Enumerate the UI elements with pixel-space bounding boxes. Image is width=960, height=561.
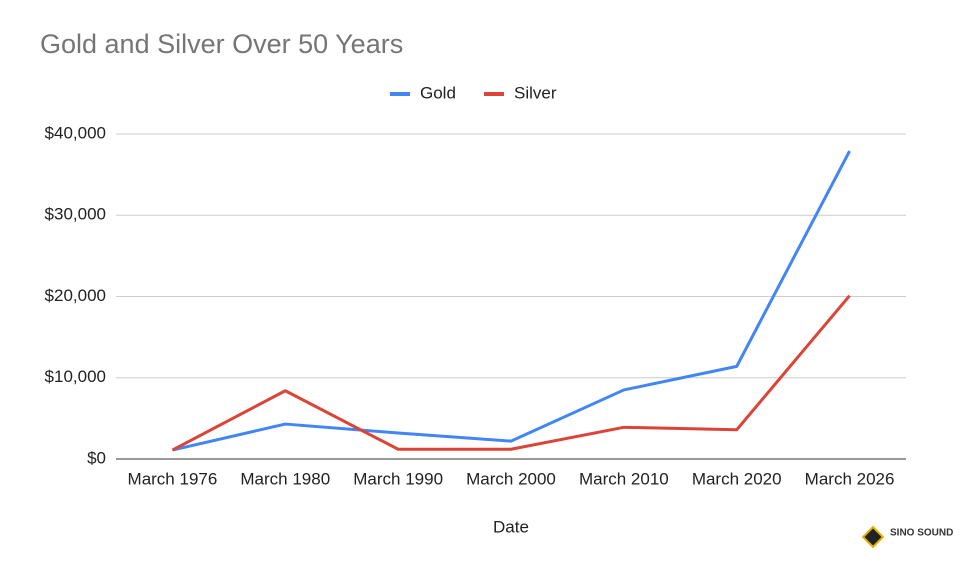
logo-icon [861, 525, 885, 549]
x-tick-label: March 1990 [353, 469, 443, 488]
watermark-text: SINO SOUND [890, 528, 953, 539]
x-tick-label: March 2010 [579, 469, 669, 488]
x-tick-label: March 2020 [692, 469, 782, 488]
y-tick-label: $10,000 [45, 367, 106, 386]
y-tick-label: $30,000 [45, 205, 106, 224]
x-tick-label: March 1980 [240, 469, 330, 488]
legend-label: Gold [420, 83, 456, 102]
x-tick-label: March 2026 [805, 469, 895, 488]
x-tick-label: March 1976 [128, 469, 218, 488]
x-axis-label: Date [493, 517, 529, 536]
series-line [172, 150, 851, 452]
series-line [171, 294, 851, 452]
y-tick-label: $0 [87, 448, 106, 467]
x-tick-label: March 2000 [466, 469, 556, 488]
watermark-logo: SINO SOUND [861, 525, 953, 549]
legend-label: Silver [514, 83, 557, 102]
chart-title: Gold and Silver Over 50 Years [40, 29, 403, 59]
y-tick-label: $40,000 [45, 123, 106, 142]
y-tick-label: $20,000 [45, 286, 106, 305]
